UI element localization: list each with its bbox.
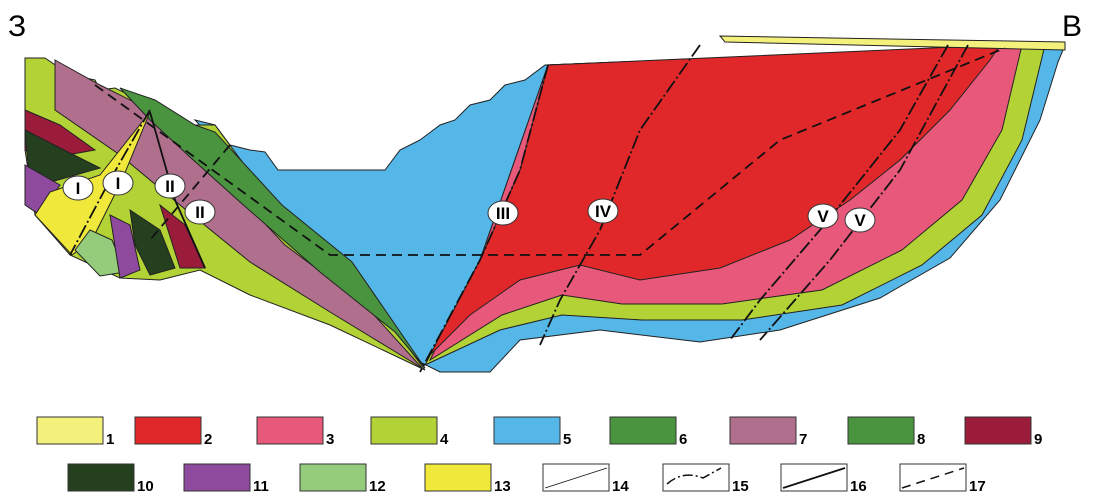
- legend-swatch: [847, 416, 915, 445]
- fault-label: IV: [595, 202, 612, 221]
- legend-swatch: [299, 463, 367, 492]
- legend-label: 2: [204, 431, 212, 448]
- fault-badge: [487, 200, 519, 226]
- layer-11b: [109, 214, 141, 279]
- fault-badge: [62, 175, 94, 201]
- layers: [24, 35, 1066, 373]
- left-label: З: [8, 10, 26, 43]
- legend-swatch: [493, 416, 561, 445]
- layer-10b: [129, 208, 176, 276]
- legend-swatch: [542, 463, 610, 492]
- legend-swatch: [67, 463, 135, 492]
- legend-label: 7: [799, 431, 807, 448]
- legend-pattern: [901, 467, 965, 489]
- dashed-line: [149, 144, 231, 241]
- legend-swatch: [370, 416, 438, 445]
- legend-swatch: [134, 416, 202, 445]
- dashed-line: [94, 47, 1006, 256]
- legend-swatch: [662, 463, 730, 492]
- legend-pattern: [544, 467, 608, 489]
- legend-label: 1: [106, 431, 114, 448]
- fault-label: II: [165, 177, 174, 196]
- fault-line: [69, 109, 151, 256]
- fault-label: III: [496, 204, 510, 223]
- legend-label: 9: [1034, 431, 1042, 448]
- fault-line: [729, 44, 949, 341]
- legend: 1 2 3 4 5 6 7 8 910 11 12 13 14 15 16 17: [36, 416, 1042, 495]
- layer-1: [718, 35, 1066, 51]
- fault-line: [539, 44, 701, 346]
- legend-label: 12: [369, 478, 386, 495]
- legend-label: 3: [326, 431, 334, 448]
- legend-label: 4: [440, 431, 449, 448]
- fault-badge: [807, 203, 839, 229]
- fault-badge: [844, 207, 876, 233]
- fault-label: V: [854, 211, 866, 230]
- legend-swatch: [729, 416, 797, 445]
- legend-label: 5: [563, 431, 571, 448]
- legend-label: 10: [137, 478, 154, 495]
- legend-swatch: [424, 463, 492, 492]
- fault-line: [149, 111, 206, 269]
- fault-badge: [154, 173, 186, 199]
- legend-swatch: [36, 416, 104, 445]
- legend-swatch: [609, 416, 677, 445]
- legend-swatch: [256, 416, 324, 445]
- legend-label: 11: [253, 478, 269, 495]
- fault-badge: [587, 198, 619, 224]
- legend-swatch: [183, 463, 251, 492]
- legend-label: 17: [969, 478, 986, 495]
- legend-swatch: [964, 416, 1032, 445]
- legend-label: 16: [850, 478, 867, 495]
- right-label: В: [1062, 10, 1082, 43]
- fault-label: II: [195, 203, 204, 222]
- fault-label: I: [76, 179, 81, 198]
- fault-label: V: [817, 207, 829, 226]
- fault-badge: [102, 170, 134, 196]
- layer-6: [119, 87, 426, 369]
- legend-label: 14: [612, 478, 629, 495]
- legend-label: 15: [732, 478, 749, 495]
- legend-label: 8: [917, 431, 925, 448]
- fault-badge: [184, 199, 216, 225]
- legend-label: 13: [494, 478, 511, 495]
- legend-pattern: [782, 467, 846, 489]
- legend-label: 6: [679, 431, 687, 448]
- legend-pattern: [666, 467, 722, 485]
- fault-label: I: [116, 174, 121, 193]
